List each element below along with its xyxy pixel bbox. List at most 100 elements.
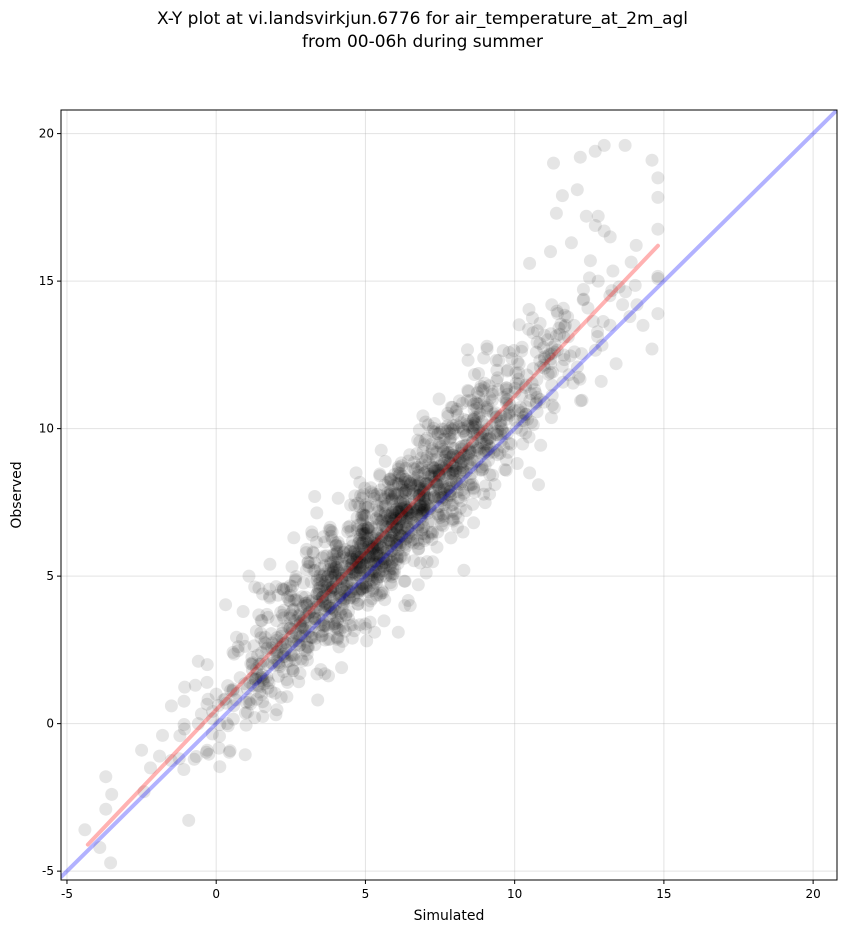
data-point xyxy=(380,544,394,558)
data-point xyxy=(651,190,665,204)
data-point xyxy=(427,461,440,475)
data-point xyxy=(357,487,371,501)
data-point xyxy=(335,571,348,585)
data-point xyxy=(472,367,485,380)
data-point xyxy=(353,528,367,542)
data-point xyxy=(358,551,372,565)
data-point xyxy=(280,673,294,687)
data-point xyxy=(347,591,361,605)
data-point xyxy=(538,361,552,375)
data-point xyxy=(417,486,430,499)
data-point xyxy=(452,451,466,465)
data-point xyxy=(293,667,307,680)
data-point xyxy=(316,594,330,608)
data-point xyxy=(224,683,238,697)
data-point xyxy=(240,682,254,696)
data-point xyxy=(319,599,333,613)
data-point xyxy=(436,519,450,533)
y-tick-label: 0 xyxy=(46,717,54,731)
data-point xyxy=(407,461,421,475)
data-point xyxy=(385,494,399,508)
data-point xyxy=(321,620,335,634)
data-point xyxy=(383,511,397,525)
data-point xyxy=(439,468,452,481)
data-point xyxy=(318,559,332,573)
data-point xyxy=(541,367,555,381)
data-point xyxy=(310,667,324,681)
data-point xyxy=(497,390,511,404)
data-point xyxy=(498,463,512,477)
data-point xyxy=(411,518,425,532)
data-point xyxy=(299,608,313,622)
data-point xyxy=(315,591,329,605)
data-point xyxy=(342,568,355,582)
data-point xyxy=(415,461,429,475)
data-point xyxy=(439,459,453,473)
data-point xyxy=(557,330,571,344)
data-point xyxy=(384,484,397,498)
data-point xyxy=(461,343,474,357)
data-point xyxy=(390,539,404,552)
x-tick-label: 5 xyxy=(362,887,370,901)
data-point xyxy=(469,415,483,429)
data-point xyxy=(372,518,386,531)
data-point xyxy=(283,611,297,625)
data-point xyxy=(368,558,381,572)
data-point xyxy=(385,514,399,528)
data-point xyxy=(511,355,524,369)
data-point xyxy=(231,640,245,654)
data-point xyxy=(328,567,342,581)
data-point xyxy=(314,663,328,677)
data-point xyxy=(200,743,214,757)
data-point xyxy=(450,477,464,490)
data-point xyxy=(399,483,413,497)
data-point xyxy=(298,644,312,658)
data-point xyxy=(300,653,314,667)
data-point xyxy=(446,418,460,432)
data-point xyxy=(413,500,427,513)
data-point xyxy=(297,576,311,590)
data-point xyxy=(545,378,559,392)
data-point xyxy=(417,500,431,514)
data-point xyxy=(407,473,421,487)
data-point xyxy=(212,741,226,755)
data-point xyxy=(322,602,336,615)
data-point xyxy=(318,584,332,598)
data-point xyxy=(403,479,417,492)
data-point xyxy=(301,640,315,654)
data-point xyxy=(515,388,529,402)
data-point xyxy=(287,602,301,616)
data-point xyxy=(289,637,303,651)
data-point xyxy=(242,695,256,709)
data-point xyxy=(448,464,462,478)
data-point xyxy=(392,469,406,483)
data-point xyxy=(287,593,301,607)
data-point xyxy=(329,560,343,574)
data-point xyxy=(370,588,383,602)
data-point xyxy=(336,597,350,611)
data-point xyxy=(274,690,288,704)
data-point xyxy=(372,549,386,563)
data-point xyxy=(408,462,422,476)
data-point xyxy=(256,710,270,723)
data-point xyxy=(500,381,514,395)
data-point xyxy=(591,325,604,339)
data-point xyxy=(544,411,558,425)
data-point xyxy=(254,631,268,645)
data-point xyxy=(379,530,392,544)
data-point xyxy=(305,602,319,616)
data-point xyxy=(316,613,330,627)
data-point xyxy=(235,632,249,646)
data-point xyxy=(461,419,475,433)
data-point xyxy=(250,662,263,676)
data-point xyxy=(384,544,398,558)
data-point xyxy=(436,490,450,504)
data-point xyxy=(408,478,422,492)
data-point xyxy=(286,664,300,678)
data-point xyxy=(354,582,368,596)
data-point xyxy=(427,475,441,489)
data-point xyxy=(351,496,365,510)
data-point xyxy=(374,586,388,600)
data-point xyxy=(394,521,408,535)
data-point xyxy=(296,629,309,643)
